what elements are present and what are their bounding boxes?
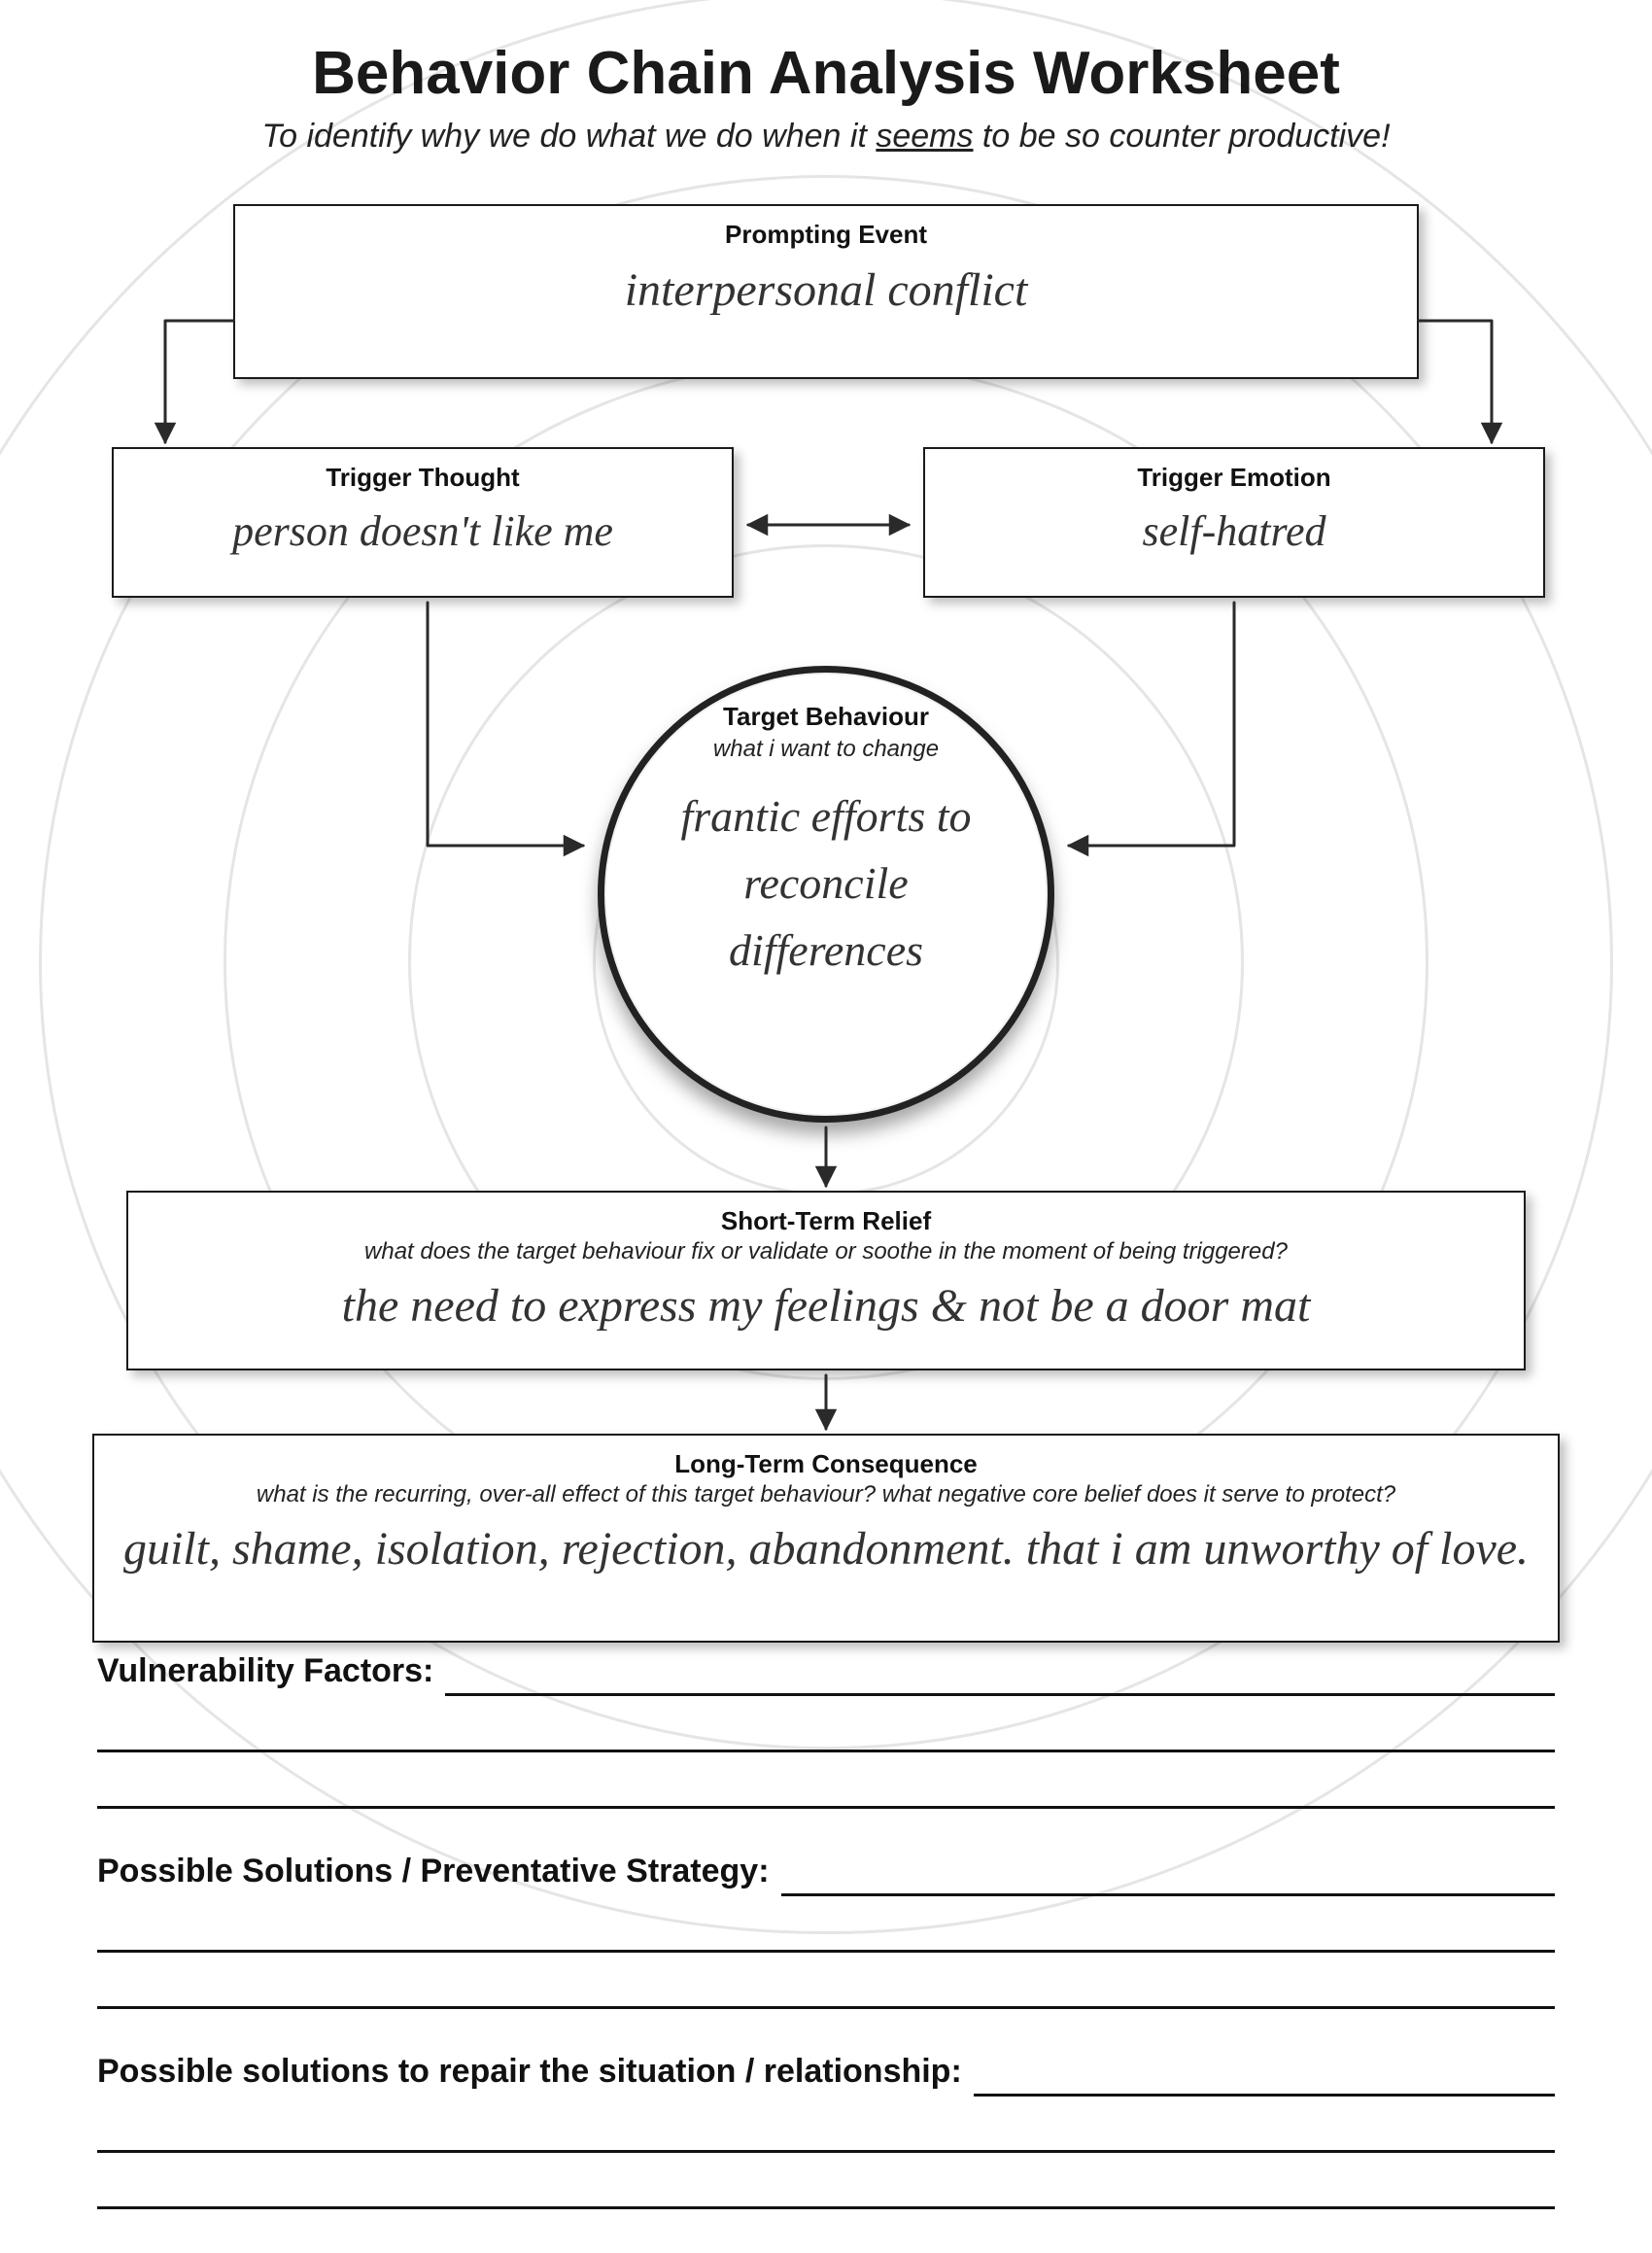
trigger-emotion-text: self-hatred [945, 503, 1524, 560]
trigger-thought-label: Trigger Thought [133, 463, 712, 493]
prompting-event-text: interpersonal conflict [255, 260, 1397, 323]
fillin-label: Vulnerability Factors: [97, 1652, 433, 1696]
long-term-consequence-label: Long-Term Consequence [114, 1449, 1538, 1479]
fillin-rule [97, 1706, 1555, 1752]
fillin-rule [97, 1962, 1555, 2009]
fillin-rule [97, 2106, 1555, 2153]
fillin-label: Possible Solutions / Preventative Strate… [97, 1853, 770, 1896]
fillin-rule [974, 2058, 1555, 2097]
thought-to-target-arrow [428, 603, 583, 846]
long-term-consequence-text: guilt, shame, isolation, rejection, aban… [114, 1518, 1538, 1581]
prompting-to-thought-arrow [165, 321, 233, 442]
fillin-rule [445, 1657, 1555, 1696]
long-term-consequence-box: Long-Term Consequence what is the recurr… [92, 1434, 1560, 1643]
fillin-first-line: Possible solutions to repair the situati… [97, 2053, 1555, 2097]
target-behaviour-sublabel: what i want to change [713, 736, 939, 763]
prompting-to-emotion-arrow [1419, 321, 1492, 442]
long-term-consequence-sublabel: what is the recurring, over-all effect o… [114, 1481, 1538, 1508]
prompting-event-box: Prompting Event interpersonal conflict [233, 204, 1419, 379]
fillin-rule [97, 2163, 1555, 2209]
short-term-relief-box: Short-Term Relief what does the target b… [126, 1191, 1526, 1370]
fillin-block: Possible solutions to repair the situati… [97, 2053, 1555, 2209]
target-behaviour-label: Target Behaviour [723, 702, 929, 732]
trigger-emotion-label: Trigger Emotion [945, 463, 1524, 493]
fillin-rule [781, 1857, 1555, 1896]
emotion-to-target-arrow [1069, 603, 1234, 846]
target-behaviour-circle: Target Behaviour what i want to change f… [598, 666, 1054, 1123]
trigger-emotion-box: Trigger Emotion self-hatred [923, 447, 1545, 598]
fillin-first-line: Vulnerability Factors: [97, 1652, 1555, 1696]
fillin-section: Vulnerability Factors: Possible Solutions… [97, 1652, 1555, 2253]
prompting-event-label: Prompting Event [255, 220, 1397, 250]
trigger-thought-box: Trigger Thought person doesn't like me [112, 447, 734, 598]
short-term-relief-sublabel: what does the target behaviour fix or va… [148, 1238, 1504, 1265]
fillin-rule [97, 1762, 1555, 1809]
fillin-block: Possible Solutions / Preventative Strate… [97, 1853, 1555, 2009]
target-behaviour-text: frantic efforts to reconcile differences [604, 782, 1048, 984]
short-term-relief-label: Short-Term Relief [148, 1206, 1504, 1236]
fillin-first-line: Possible Solutions / Preventative Strate… [97, 1853, 1555, 1896]
fillin-block: Vulnerability Factors: [97, 1652, 1555, 1809]
fillin-label: Possible solutions to repair the situati… [97, 2053, 962, 2097]
short-term-relief-text: the need to express my feelings & not be… [148, 1275, 1504, 1338]
fillin-rule [97, 1906, 1555, 1953]
trigger-thought-text: person doesn't like me [133, 503, 712, 560]
